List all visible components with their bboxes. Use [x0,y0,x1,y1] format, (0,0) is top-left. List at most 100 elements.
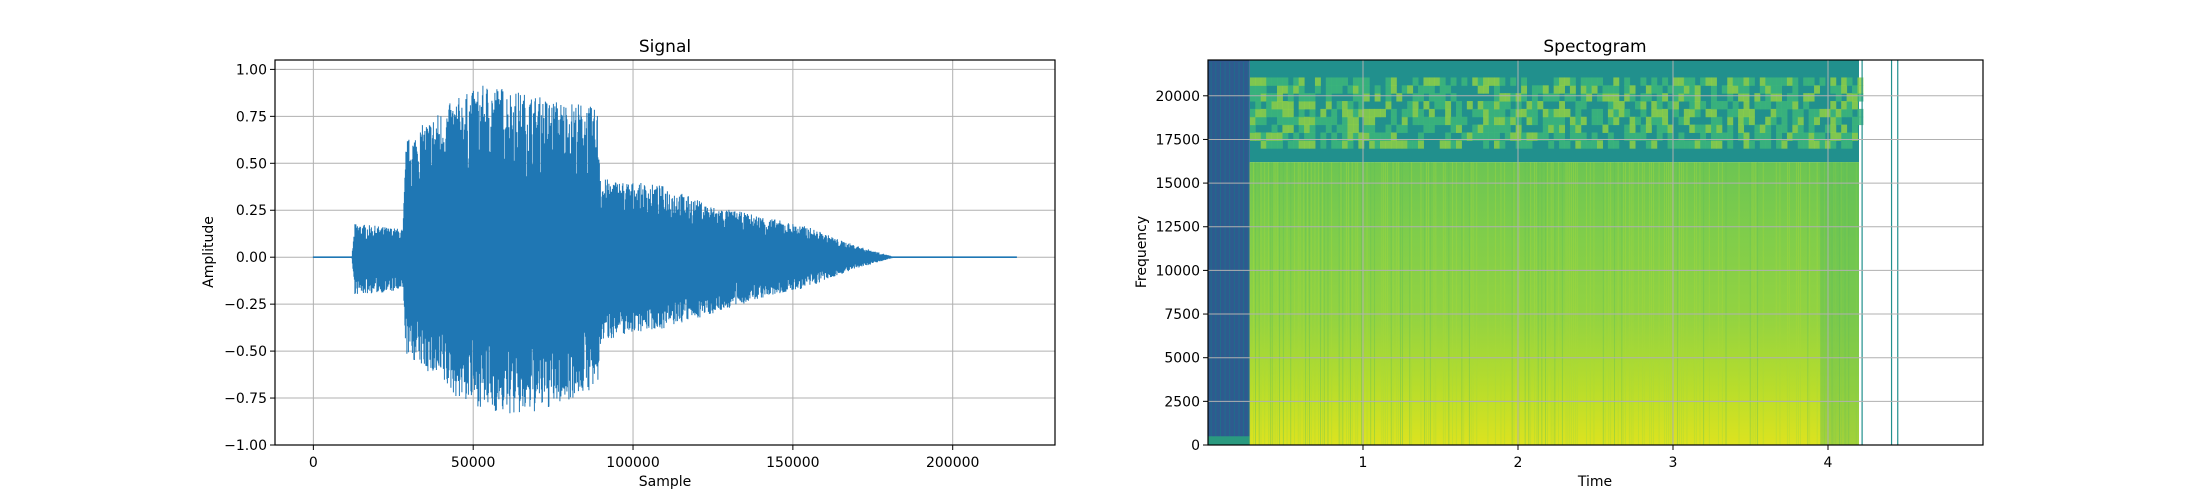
spectrogram-ytick-label: 5000 [1164,351,1200,367]
spectrogram-speckle [1249,93,1256,102]
spectrogram-speckle [1342,132,1348,141]
spectrogram-speckle [1569,93,1576,102]
spectrogram-speckle [1651,116,1658,126]
spectrogram-speckle [1808,116,1815,126]
spectrogram-speckle [1852,85,1858,94]
spectrogram-speckle [1347,140,1354,149]
spectrogram-speckle [1553,108,1560,118]
spectrogram-speckle [1428,77,1435,86]
spectrogram-speckle [1423,101,1430,110]
spectrogram-x-ticks: 1 2 3 4 [1359,445,1833,471]
spectrogram-speckle [1266,140,1273,149]
spectrogram-speckle [1732,85,1739,94]
spectrogram-speckle [1835,93,1842,102]
spectrogram-speckle [1591,77,1598,86]
spectrogram-speckle [1705,140,1712,149]
spectrogram-speckle [1249,77,1256,86]
spectrogram-speckle [1358,101,1365,110]
spectrogram-speckle [1374,85,1381,94]
spectrogram-speckle [1434,101,1441,110]
spectrogram-speckle [1597,77,1603,86]
spectrogram-speckle [1710,132,1717,141]
spectrogram-speckle [1776,132,1782,141]
spectrogram-speckle [1423,77,1430,86]
spectrogram-speckle [1553,85,1560,94]
spectrogram-speckle [1271,124,1278,133]
spectrogram-speckle [1743,140,1750,149]
spectrogram-speckle [1607,101,1614,110]
spectrogram-speckle [1797,116,1804,126]
spectrogram-speckle [1439,85,1446,94]
spectrogram-speckle [1754,124,1761,133]
spectrogram-speckle [1347,101,1354,110]
spectrogram-speckle [1390,77,1397,86]
spectrogram-speckle [1483,124,1490,133]
spectrogram-silence-region [1208,60,1250,445]
spectrogram-speckle [1770,116,1777,126]
spectrogram-speckle [1830,140,1837,149]
spectrogram-speckle [1765,124,1772,133]
spectrogram-speckle [1255,101,1262,110]
spectrogram-speckle [1667,140,1674,149]
spectrogram-speckle [1255,132,1262,141]
spectrogram-speckle [1629,116,1636,126]
spectrogram-speckle [1586,93,1593,102]
spectrogram-speckle [1591,140,1598,149]
spectrogram-speckle [1450,77,1457,86]
spectrogram-speckle [1331,108,1338,118]
spectrogram-speckle [1852,101,1858,110]
spectrogram-speckle [1716,124,1723,133]
spectrogram-speckle [1694,140,1701,149]
spectrogram-speckle [1385,101,1392,110]
spectrogram-speckle [1548,124,1555,133]
spectrogram-xtick-label: 3 [1669,455,1678,471]
spectrogram-speckle [1651,77,1658,86]
spectrogram-ytick-label: 2500 [1164,394,1200,410]
spectrogram-speckle [1282,124,1289,133]
spectrogram-speckle [1640,108,1647,118]
spectrogram-speckle [1716,116,1723,126]
spectrogram-speckle [1781,108,1788,118]
spectrogram-speckle [1374,108,1381,118]
spectrogram-speckle [1765,132,1772,141]
spectrogram-speckle [1748,108,1755,118]
spectrogram-speckle [1803,132,1810,141]
spectrogram-speckle [1249,108,1256,118]
spectrogram-speckle [1314,85,1321,94]
spectrogram-speckle [1797,124,1804,133]
spectrogram-speckle [1260,108,1267,118]
spectrogram-speckle [1575,140,1582,149]
spectrogram-speckle [1597,108,1603,118]
spectrogram-speckle [1249,116,1256,126]
spectrogram-ytick-label: 12500 [1155,220,1200,236]
spectrogram-speckle [1428,108,1435,118]
spectrogram-speckle [1716,101,1723,110]
spectrogram-speckle [1369,116,1376,126]
spectrogram-speckle [1597,93,1603,102]
spectrogram-speckle [1401,108,1408,118]
spectrogram-speckle [1352,116,1359,126]
spectrogram-speckle [1786,101,1793,110]
spectrogram-speckle [1304,132,1311,141]
spectrogram-speckle [1765,116,1772,126]
spectrogram-speckle [1336,101,1343,110]
spectrogram-speckle [1683,93,1690,102]
spectrogram-speckle [1304,116,1311,126]
spectrogram-speckle [1325,116,1332,126]
spectrogram-speckle [1700,77,1707,86]
spectrogram-speckle [1841,140,1848,149]
spectrogram-speckle [1618,108,1625,118]
spectrogram-speckle [1613,140,1620,149]
spectrogram-speckle [1412,108,1419,118]
spectrogram-speckle [1738,85,1745,94]
spectrogram-speckle [1304,93,1311,102]
spectrogram-speckle [1852,93,1858,102]
spectrogram-speckle [1559,116,1565,126]
spectrogram-speckle [1559,108,1565,118]
spectrogram-speckle [1347,132,1354,141]
spectrogram-speckle [1830,101,1837,110]
spectrogram-speckle [1781,77,1788,86]
spectrogram-speckle [1304,124,1311,133]
spectrogram-speckle [1694,108,1701,118]
spectrogram-speckle [1765,85,1772,94]
